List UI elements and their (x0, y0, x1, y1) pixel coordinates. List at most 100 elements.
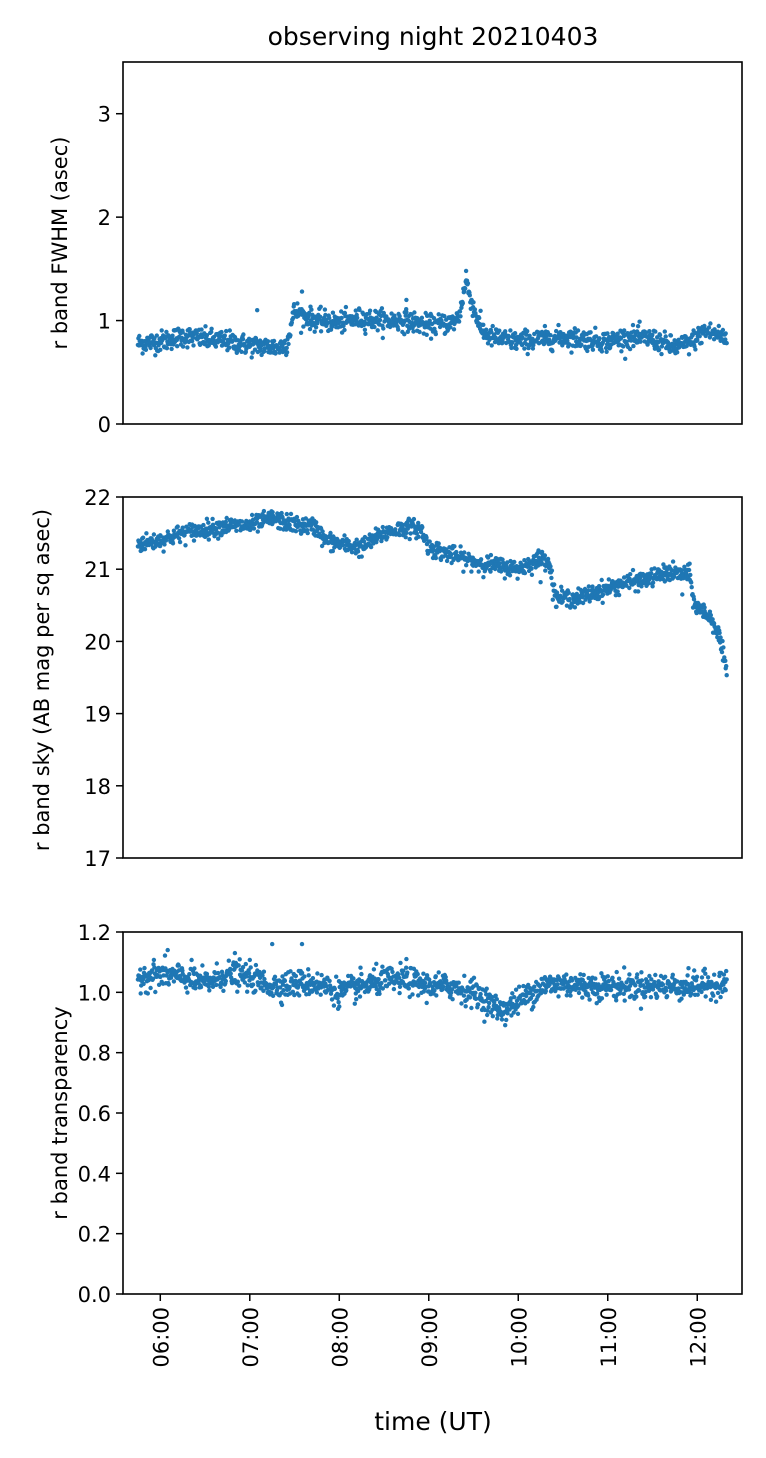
data-point (297, 993, 302, 998)
data-point (495, 1016, 500, 1021)
data-point (194, 331, 199, 336)
data-point (490, 1014, 495, 1019)
data-point (567, 596, 572, 602)
data-point (463, 1004, 468, 1009)
data-point-outlier (232, 950, 238, 956)
data-point (196, 335, 201, 340)
data-point (664, 994, 670, 999)
data-point (240, 337, 246, 342)
data-point (414, 531, 419, 536)
data-point (189, 338, 195, 344)
data-point (288, 969, 293, 974)
data-point (531, 342, 536, 348)
data-point-outlier (404, 297, 409, 303)
data-point (574, 335, 579, 340)
data-point (619, 349, 624, 354)
data-point (319, 972, 324, 978)
data-point (140, 535, 146, 540)
data-point (187, 327, 192, 332)
data-point (327, 978, 332, 984)
y-tick-label: 22 (84, 486, 111, 510)
data-point (514, 346, 519, 351)
data-point (380, 335, 385, 341)
data-point (407, 536, 412, 542)
data-point (436, 970, 441, 975)
data-point (464, 997, 469, 1002)
scatter-points-sky (135, 508, 729, 678)
data-point (488, 569, 493, 574)
data-point (428, 980, 433, 985)
data-point (543, 988, 548, 994)
data-point (699, 975, 705, 980)
data-point (572, 326, 577, 331)
data-point (512, 334, 517, 340)
data-point (397, 984, 403, 989)
data-point (309, 307, 314, 312)
data-point (411, 329, 416, 334)
data-point (723, 337, 728, 342)
data-point (639, 970, 644, 975)
data-point (314, 520, 319, 525)
data-point (527, 333, 532, 338)
data-point (361, 539, 367, 544)
data-point (424, 1000, 429, 1006)
data-point (454, 549, 459, 555)
data-point (576, 990, 582, 996)
data-point (528, 995, 534, 1001)
data-point (692, 968, 697, 973)
data-point (510, 340, 515, 345)
data-point (396, 975, 402, 980)
data-point (299, 970, 305, 976)
data-point (295, 301, 300, 306)
data-point (237, 957, 242, 962)
data-point (650, 584, 655, 589)
data-point (699, 989, 704, 995)
data-point (443, 974, 448, 980)
data-point (355, 549, 361, 554)
data-point (441, 984, 446, 990)
data-point (703, 971, 708, 976)
y-tick-label: 1 (98, 310, 111, 334)
data-point (578, 972, 583, 977)
data-point (568, 993, 573, 998)
panel-transparency: 0.0 0.2 0.4 0.6 0.8 1.0 1.2 r band transparency… (48, 921, 743, 1368)
data-point (502, 576, 507, 581)
data-point (532, 984, 537, 989)
data-point (599, 349, 605, 354)
data-point (481, 575, 486, 580)
data-point (545, 556, 551, 562)
data-point (542, 323, 548, 329)
data-point (312, 329, 317, 334)
data-point (515, 576, 520, 581)
data-point (402, 332, 407, 337)
data-point (361, 312, 366, 317)
data-point (474, 983, 479, 988)
data-point (721, 645, 726, 650)
data-point (554, 604, 559, 609)
data-point (497, 561, 502, 566)
data-point (411, 522, 416, 528)
data-point (305, 530, 310, 536)
data-point (587, 997, 592, 1002)
data-point (405, 970, 410, 975)
data-point (542, 553, 548, 558)
data-point (250, 982, 256, 987)
data-point (720, 327, 726, 333)
y-axis-label-fwhm: r band FWHM (asec) (48, 137, 72, 350)
data-point (664, 988, 669, 993)
data-point (374, 315, 379, 320)
data-point (431, 316, 437, 321)
data-point (393, 527, 398, 532)
data-point (354, 537, 359, 542)
data-point (159, 328, 164, 333)
data-point (505, 1011, 510, 1016)
y-tick-label: 0.4 (78, 1162, 111, 1186)
data-point (204, 516, 210, 521)
data-point (342, 533, 347, 538)
data-point (541, 341, 547, 347)
data-point (614, 969, 619, 975)
data-point (203, 324, 208, 329)
data-point (691, 597, 697, 602)
data-point (548, 564, 553, 569)
data-point (448, 990, 454, 995)
